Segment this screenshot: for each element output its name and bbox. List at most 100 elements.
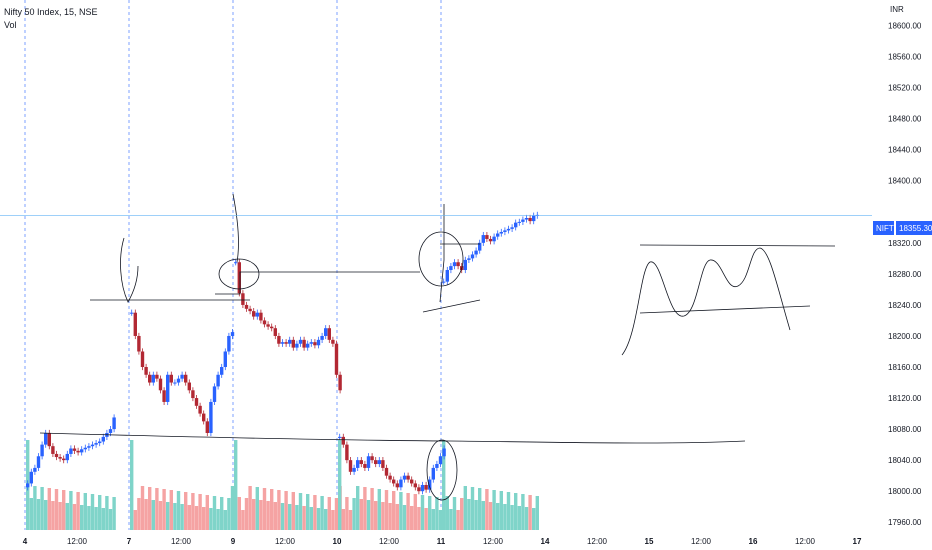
candle-body [83, 447, 87, 450]
volume-bar [535, 496, 539, 530]
volume-bar [374, 501, 378, 530]
drawing-pattern-triple-top[interactable] [621, 247, 791, 356]
volume-bar [94, 507, 98, 530]
candle-body [166, 374, 170, 402]
candle-body [209, 401, 213, 433]
volume-bar [176, 491, 181, 530]
candle-body [438, 456, 443, 465]
volume-bar [144, 499, 148, 530]
candle-body [80, 449, 84, 453]
candle-body [298, 339, 303, 344]
volume-bar [334, 498, 339, 530]
candle-body [442, 281, 446, 283]
candle-body [499, 231, 503, 234]
candle-body [158, 378, 163, 391]
volume-bar [259, 500, 263, 530]
candle-body [202, 413, 206, 422]
volume-bar [309, 507, 313, 530]
drawing-circle-day11[interactable] [418, 231, 464, 287]
candle-body [334, 343, 339, 375]
drawing-line-trend-day11[interactable] [422, 299, 481, 313]
candle-body [478, 242, 482, 251]
price-tick-label: 18520.00 [888, 84, 922, 93]
time-tick-label: 17 [853, 537, 862, 546]
candle-body [506, 228, 511, 231]
volume-bar [65, 503, 69, 530]
candle-body [402, 475, 407, 480]
candle-body [295, 343, 299, 348]
candle-body [280, 342, 285, 344]
candle-body [320, 335, 324, 340]
volume-bar [302, 506, 306, 530]
volume-bar [320, 496, 324, 530]
symbol-badge-label: NIFTY [876, 224, 900, 233]
candle-body [521, 219, 525, 222]
volume-bar [255, 487, 259, 530]
candle-body [252, 311, 256, 317]
candle-body [130, 312, 134, 314]
volume-bar [298, 493, 303, 530]
volume-bar [169, 490, 173, 530]
volume-bar [352, 498, 356, 530]
drawing-line-resistance-mid[interactable] [215, 271, 420, 295]
drawing-circle-day9[interactable] [218, 258, 260, 290]
volume-bar [273, 502, 277, 530]
candle-body [395, 483, 399, 488]
volume-bar [341, 509, 345, 530]
drawing-line-pattern-top[interactable] [639, 244, 836, 247]
volume-bar [348, 510, 353, 530]
candle-body [194, 398, 199, 406]
volume-bar [492, 490, 496, 530]
volume-bar [345, 497, 349, 530]
drawing-circle-day11-low[interactable] [426, 439, 458, 501]
price-axis[interactable]: 18600.00 18560.00 18520.00 18480.00 18440.00… [888, 22, 922, 528]
volume-bar [277, 490, 281, 530]
volume-bar [237, 497, 241, 530]
candle-body [54, 453, 59, 458]
candle-body [26, 483, 30, 488]
volume-bar [262, 488, 267, 530]
candle-body [284, 342, 288, 344]
volume-bar [266, 501, 270, 530]
volume-bar [370, 488, 374, 530]
candle-body [36, 456, 41, 468]
volume-bar [474, 500, 478, 530]
candle-body [381, 460, 385, 468]
volume-bar [47, 488, 51, 530]
candle-body [288, 339, 292, 344]
time-axis[interactable]: 4 12:00 7 12:00 9 12:00 10 12:00 11 12:00 14 12:00 1… [23, 537, 862, 546]
drawing-arrow-day11[interactable] [439, 204, 445, 303]
time-tick-label: 12:00 [275, 537, 296, 546]
candle-body [388, 475, 392, 480]
symbol-badge [873, 221, 894, 235]
volume-bar [392, 491, 396, 530]
candle-body [44, 432, 48, 445]
candle-body [47, 432, 51, 447]
user-drawings[interactable] [39, 193, 836, 501]
candle-body [237, 262, 241, 294]
candle-body [463, 259, 467, 270]
volume-bar [377, 489, 381, 530]
volume-bar [270, 489, 274, 530]
candle-body [377, 460, 381, 465]
candle-body [33, 467, 37, 472]
volume-bar [488, 502, 493, 530]
volume-bar [180, 504, 184, 530]
volume-bar [227, 498, 231, 530]
candle-body [151, 374, 155, 383]
candle-body [144, 367, 148, 375]
volume-bar [198, 494, 202, 530]
drawing-line-pattern-bottom[interactable] [639, 305, 811, 314]
candle-body [338, 436, 342, 438]
drawing-arrow-day9[interactable] [232, 193, 239, 263]
time-tick-label: 12:00 [587, 537, 608, 546]
drawing-arrow-day7[interactable] [120, 237, 139, 303]
candle-body [406, 475, 410, 480]
drawing-line-long-horizontal[interactable] [39, 432, 746, 444]
candle-body [137, 335, 141, 352]
volume-bar [162, 489, 166, 530]
candle-body [205, 421, 209, 433]
volume-bar [205, 495, 209, 530]
volume-bar [44, 500, 48, 530]
